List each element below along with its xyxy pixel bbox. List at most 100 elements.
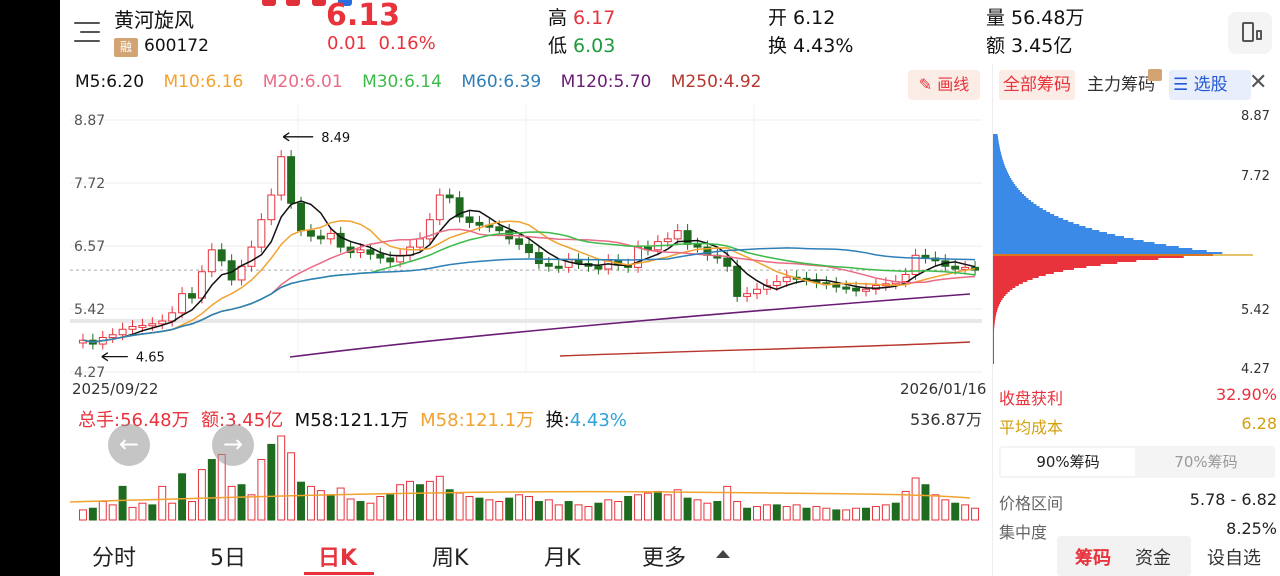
volume-bar bbox=[366, 502, 375, 521]
tab-monthly-k[interactable]: 月K bbox=[544, 546, 581, 571]
candle bbox=[158, 320, 167, 325]
volume-bar bbox=[237, 484, 246, 521]
candle bbox=[534, 252, 543, 265]
chip-90-button[interactable]: 90%筹码 bbox=[1001, 448, 1135, 476]
tab-intraday[interactable]: 分时 bbox=[92, 546, 137, 571]
chip-bar-loss bbox=[993, 144, 1000, 146]
chart-end-date: 2026/01/16 bbox=[900, 380, 987, 398]
tab-weekly-k[interactable]: 周K bbox=[432, 546, 469, 571]
chip-bar-profit bbox=[993, 354, 994, 356]
chip-bar-profit bbox=[993, 292, 1008, 294]
chip-fund-toggle bbox=[1057, 536, 1191, 576]
chip-bar-loss bbox=[993, 242, 1155, 244]
candle bbox=[693, 243, 702, 248]
notification-icons bbox=[262, 0, 362, 6]
chip-bar-profit bbox=[993, 316, 996, 318]
volume-legend: 总手:56.48万 额:3.45亿 M58:121.1万 M58:121.1万 … bbox=[78, 410, 627, 431]
chip-bar-loss bbox=[993, 224, 1080, 226]
chips-button[interactable]: 筹码 bbox=[1075, 548, 1111, 569]
y-tick-label: 4.27 bbox=[74, 365, 105, 380]
candle bbox=[197, 271, 206, 299]
volume-bar bbox=[753, 506, 761, 521]
candlestick-chart[interactable]: 8.87 7.72 6.57 5.42 4.27 8.49 4.65 bbox=[70, 104, 982, 380]
high-quote: 高 6.17 bbox=[548, 7, 616, 29]
volume-bar bbox=[911, 477, 920, 521]
volume-bar bbox=[306, 485, 315, 521]
active-tab-indicator bbox=[304, 572, 374, 575]
chip-bar-profit bbox=[993, 258, 1159, 260]
candle bbox=[267, 194, 276, 221]
chip-bar-loss bbox=[993, 160, 1004, 162]
chip-bar-loss bbox=[993, 204, 1037, 206]
volume-bar bbox=[188, 501, 196, 521]
chip-bar-loss bbox=[993, 238, 1134, 240]
chip-bar-profit bbox=[993, 264, 1101, 266]
chip-bar-profit bbox=[993, 288, 1013, 290]
device-switch-icon[interactable] bbox=[1228, 12, 1272, 54]
chip-price-tick: 5.42 bbox=[1241, 303, 1270, 318]
ma60-label: M60:6.39 bbox=[461, 72, 542, 92]
volume-bar bbox=[881, 504, 890, 521]
tab-all-chips[interactable]: 全部筹码 bbox=[999, 70, 1075, 100]
volume-bar bbox=[435, 475, 444, 521]
candle bbox=[376, 253, 385, 259]
chip-bar-profit bbox=[993, 282, 1023, 284]
ma-legend: M5:6.20 M10:6.16 M20:6.01 M30:6.14 M60:6… bbox=[75, 72, 775, 98]
bottom-actions: 筹码 资金 设自选 bbox=[993, 534, 1280, 576]
volume-bar bbox=[772, 504, 781, 521]
candle bbox=[178, 293, 187, 314]
volume-bar bbox=[703, 502, 712, 521]
chip-bar-loss bbox=[993, 236, 1124, 238]
volume-bar bbox=[376, 495, 385, 521]
volume-bar bbox=[743, 507, 752, 521]
chip-bar-loss bbox=[993, 194, 1024, 196]
volume-bar bbox=[871, 506, 880, 521]
chip-bar-profit bbox=[993, 334, 994, 336]
chip-bar-loss bbox=[993, 152, 1001, 154]
chip-bar-loss bbox=[993, 148, 1001, 150]
volume-bar bbox=[961, 504, 970, 521]
volume-bar bbox=[525, 495, 533, 521]
chip-bar-loss bbox=[993, 208, 1043, 210]
next-arrow-icon[interactable]: → bbox=[212, 424, 254, 466]
ma60-line bbox=[82, 247, 976, 343]
caret-up-icon[interactable] bbox=[716, 550, 730, 558]
chip-bar-loss bbox=[993, 164, 1005, 166]
draw-line-button[interactable]: ✎ 画线 bbox=[908, 70, 980, 100]
candle bbox=[356, 249, 365, 254]
menu-icon[interactable] bbox=[74, 18, 104, 46]
chip-bar-loss bbox=[993, 252, 1223, 254]
tab-5day[interactable]: 5日 bbox=[210, 546, 246, 571]
low-quote: 低 6.03 bbox=[548, 35, 616, 57]
chip-70-button[interactable]: 70%筹码 bbox=[1174, 453, 1238, 471]
chip-bar-profit bbox=[993, 262, 1118, 264]
add-watchlist-button[interactable]: 设自选 bbox=[1207, 548, 1261, 569]
chip-bar-loss bbox=[993, 184, 1016, 186]
chip-bar-loss bbox=[993, 170, 1008, 172]
tab-daily-k[interactable]: 日K bbox=[318, 546, 358, 571]
volume-chart[interactable] bbox=[70, 430, 982, 522]
chip-bar-profit bbox=[993, 332, 994, 334]
tab-main-chips[interactable]: 主力筹码 bbox=[1087, 75, 1155, 95]
volume-bar bbox=[832, 509, 841, 521]
prev-arrow-icon[interactable]: ← bbox=[108, 424, 150, 466]
chip-bar-loss bbox=[993, 168, 1007, 170]
chip-bar-profit bbox=[993, 278, 1033, 280]
candle bbox=[515, 238, 524, 245]
chip-distribution-panel: 全部筹码 主力筹码 ☰ 选股 ✕ 8.87 7.72 5.42 4.27 收盘获… bbox=[992, 64, 1280, 576]
close-icon[interactable]: ✕ bbox=[1249, 70, 1268, 95]
chip-bar-loss bbox=[993, 222, 1074, 224]
candle bbox=[188, 293, 196, 299]
funds-button[interactable]: 资金 bbox=[1135, 548, 1171, 569]
chip-bar-profit bbox=[993, 310, 998, 312]
stock-name: 黄河旋风 bbox=[114, 8, 194, 32]
chip-bar-profit bbox=[993, 342, 994, 344]
tab-more[interactable]: 更多 bbox=[642, 546, 687, 571]
candle bbox=[217, 249, 226, 262]
volume-bar bbox=[891, 502, 900, 521]
stock-picker-button[interactable]: ☰ 选股 bbox=[1169, 70, 1251, 100]
amount-quote: 额 3.45亿 bbox=[986, 35, 1073, 57]
high-marker-label: 8.49 bbox=[321, 131, 350, 146]
candle bbox=[445, 194, 454, 199]
candle bbox=[544, 263, 553, 267]
